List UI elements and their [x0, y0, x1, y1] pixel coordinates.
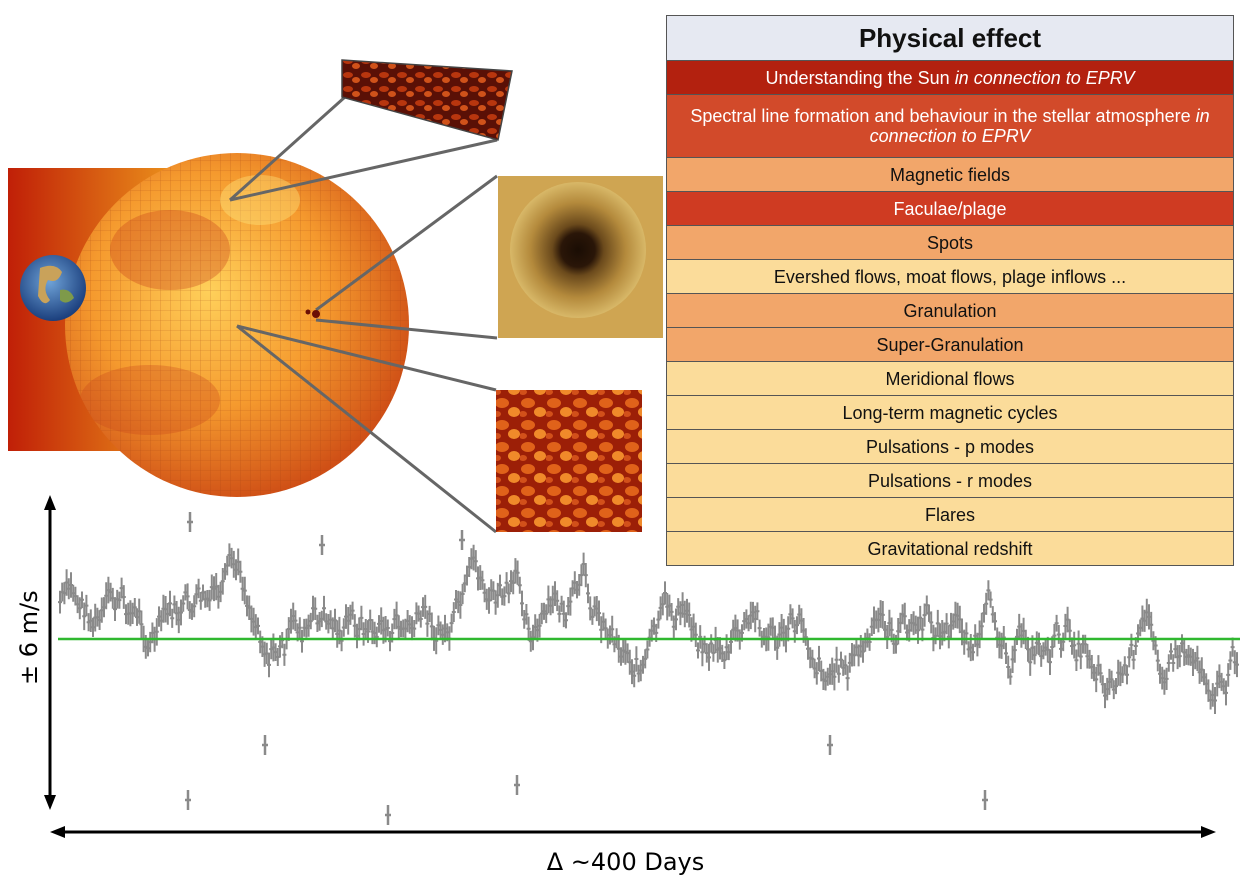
table-row-effect: Spots	[666, 225, 1234, 260]
table-row-effect: Flares	[666, 497, 1234, 532]
rv-outlier-point	[262, 735, 268, 755]
table-row-effect: Faculae/plage	[666, 191, 1234, 226]
table-row-effect: Understanding the Sun in connection to E…	[666, 60, 1234, 95]
rv-outlier-point	[982, 790, 988, 810]
x-axis-arrow	[50, 826, 1216, 838]
earth-image	[20, 255, 86, 321]
rv-outlier-point	[385, 805, 391, 825]
rv-time-series	[58, 512, 1239, 825]
table-row-effect: Magnetic fields	[666, 157, 1234, 192]
y-axis-arrow	[44, 495, 56, 810]
inset-granulation	[496, 390, 642, 532]
rv-data-points	[58, 543, 1239, 714]
table-row-effect: Long-term magnetic cycles	[666, 395, 1234, 430]
sunspot-marker	[312, 310, 320, 318]
rv-outlier-point	[514, 775, 520, 795]
inset-sunspot	[498, 176, 663, 338]
rv-outlier-point	[185, 790, 191, 810]
sun-globe	[65, 153, 409, 497]
y-axis-label: ± 6 m/s	[15, 590, 43, 685]
rv-outlier-point	[827, 735, 833, 755]
connector-lines	[228, 95, 498, 534]
table-row-effect: Granulation	[666, 293, 1234, 328]
rv-outlier-point	[187, 512, 193, 532]
table-row-effect: Evershed flows, moat flows, plage inflow…	[666, 259, 1234, 294]
rv-outlier-point	[319, 535, 325, 555]
physical-effects-table: Physical effect Understanding the Sun in…	[666, 15, 1234, 566]
table-row-effect: Spectral line formation and behaviour in…	[666, 94, 1234, 158]
table-row-effect: Super-Granulation	[666, 327, 1234, 362]
x-axis-label: Δ ~400 Days	[546, 848, 705, 876]
table-row-effect: Meridional flows	[666, 361, 1234, 396]
table-row-effect: Pulsations - r modes	[666, 463, 1234, 498]
rv-outlier-point	[459, 530, 465, 550]
table-row-effect: Pulsations - p modes	[666, 429, 1234, 464]
inset-supergranulation	[341, 59, 513, 141]
table-row-effect: Gravitational redshift	[666, 531, 1234, 566]
table-header: Physical effect	[666, 15, 1234, 61]
